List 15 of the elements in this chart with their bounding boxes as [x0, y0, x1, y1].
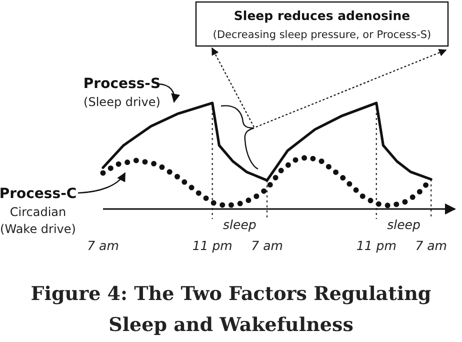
text: sleep — [387, 217, 420, 232]
text: Figure 4: The Two Factors Regulating Sleep and Wakefulness — [30, 283, 432, 336]
text: (Wake drive) — [0, 222, 76, 236]
text: Sleep reduces adenosine — [234, 8, 410, 23]
text: sleep — [223, 217, 256, 232]
legend-label: Process-S — [83, 76, 161, 92]
x-tick-label: 11 pm — [192, 238, 232, 253]
text: Process-C — [0, 186, 77, 202]
annotation: (Sleep drive) — [84, 95, 160, 109]
x-tick-label: 7 am — [415, 238, 447, 253]
x-tick-label: 7 am — [87, 238, 119, 253]
x-tick-label: 11 pm — [356, 238, 396, 253]
text: (Decreasing sleep pressure, or Process-S) — [212, 29, 432, 41]
x-tick-label: 7 am — [251, 238, 283, 253]
text: Circadian — [10, 205, 66, 219]
